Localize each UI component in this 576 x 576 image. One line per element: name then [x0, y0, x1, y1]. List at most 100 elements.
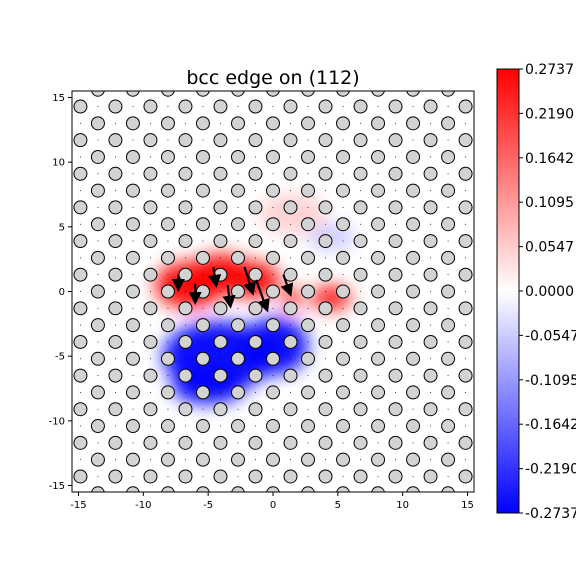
atom	[388, 334, 403, 349]
quiver-dot	[220, 89, 221, 90]
atom	[195, 149, 210, 164]
atom	[301, 452, 315, 467]
quiver-dot	[114, 223, 116, 225]
quiver-dot	[465, 89, 466, 90]
atom	[125, 452, 140, 467]
quiver-dot	[412, 475, 414, 477]
quiver-dot	[79, 459, 81, 461]
quiver-dot	[377, 206, 379, 208]
quiver-dot	[447, 173, 449, 175]
quiver-dot	[272, 375, 274, 377]
atom	[195, 452, 210, 467]
atom	[423, 469, 438, 484]
atom	[160, 351, 175, 366]
quiver-dot	[395, 391, 397, 393]
quiver-dot	[342, 206, 344, 208]
quiver-dot	[114, 291, 116, 292]
atom	[318, 368, 333, 383]
quiver-dot	[45, 257, 46, 258]
quiver-dot	[535, 325, 536, 326]
atom	[90, 318, 105, 333]
quiver-dot	[290, 89, 291, 90]
atom	[441, 419, 456, 434]
atom	[336, 91, 350, 97]
quiver-dot	[237, 510, 238, 511]
quiver-dot	[62, 241, 63, 242]
quiver-dot	[412, 173, 414, 175]
atom	[248, 368, 263, 383]
quiver-dot	[412, 375, 414, 377]
atom	[39, 167, 52, 180]
atom	[56, 117, 69, 130]
atom	[301, 318, 315, 333]
atom	[108, 402, 123, 417]
quiver-dot	[115, 89, 116, 90]
atom	[388, 469, 403, 484]
quiver-dot	[535, 459, 536, 460]
displacement-arrow	[208, 266, 222, 289]
quiver-dot	[553, 274, 554, 275]
quiver-dot	[149, 122, 151, 124]
atom	[91, 91, 105, 97]
atom	[388, 234, 403, 249]
quiver-dot	[447, 307, 449, 309]
atom	[458, 301, 473, 316]
atom	[160, 385, 175, 400]
colorbar-tick-label: 0.1642	[525, 151, 574, 167]
quiver-dot	[255, 493, 256, 494]
atom	[160, 250, 175, 265]
atom	[283, 334, 298, 349]
quiver-dot	[45, 156, 46, 157]
quiver-dot	[430, 391, 432, 393]
atom	[406, 284, 421, 299]
quiver-dot	[395, 89, 396, 90]
quiver-dot	[553, 409, 554, 410]
atom	[178, 334, 193, 349]
atom	[160, 149, 175, 164]
x-tick-label: -10	[135, 500, 151, 511]
atom	[143, 301, 158, 316]
atom	[353, 368, 368, 383]
quiver-dot	[553, 140, 554, 141]
quiver-dot	[114, 324, 116, 326]
atom	[441, 385, 456, 400]
atom	[371, 250, 386, 265]
atom	[283, 200, 298, 215]
atom	[178, 301, 193, 316]
quiver-dot	[290, 324, 292, 326]
atom	[283, 469, 298, 484]
atom	[354, 504, 367, 517]
atom	[318, 267, 333, 282]
atom	[248, 469, 263, 484]
quiver-dot	[79, 257, 81, 259]
quiver-dot	[412, 442, 414, 444]
quiver-dot	[132, 442, 134, 444]
quiver-dot	[378, 72, 379, 73]
quiver-dot	[447, 341, 449, 343]
quiver-dot	[62, 409, 63, 410]
quiver-dot	[290, 122, 292, 124]
quiver-dot	[360, 358, 362, 360]
quiver-dot	[377, 106, 379, 108]
quiver-dot	[430, 190, 432, 192]
atom	[196, 486, 210, 492]
atom	[231, 452, 245, 467]
displacement-arrow	[243, 266, 256, 296]
quiver-dot	[132, 307, 134, 309]
quiver-dot	[377, 274, 379, 276]
atom	[21, 285, 34, 298]
quiver-dot	[219, 190, 221, 192]
atom	[108, 99, 123, 114]
quiver-dot	[395, 291, 397, 292]
quiver-dot	[202, 240, 204, 242]
quiver-dot	[167, 240, 169, 242]
atom	[441, 183, 456, 198]
quiver-dot	[132, 341, 134, 343]
quiver-dot	[360, 190, 362, 192]
quiver-dot	[412, 240, 414, 242]
atom	[423, 334, 438, 349]
atom	[301, 486, 315, 492]
atom	[388, 133, 403, 148]
quiver-dot	[45, 426, 46, 427]
quiver-dot	[254, 257, 256, 259]
